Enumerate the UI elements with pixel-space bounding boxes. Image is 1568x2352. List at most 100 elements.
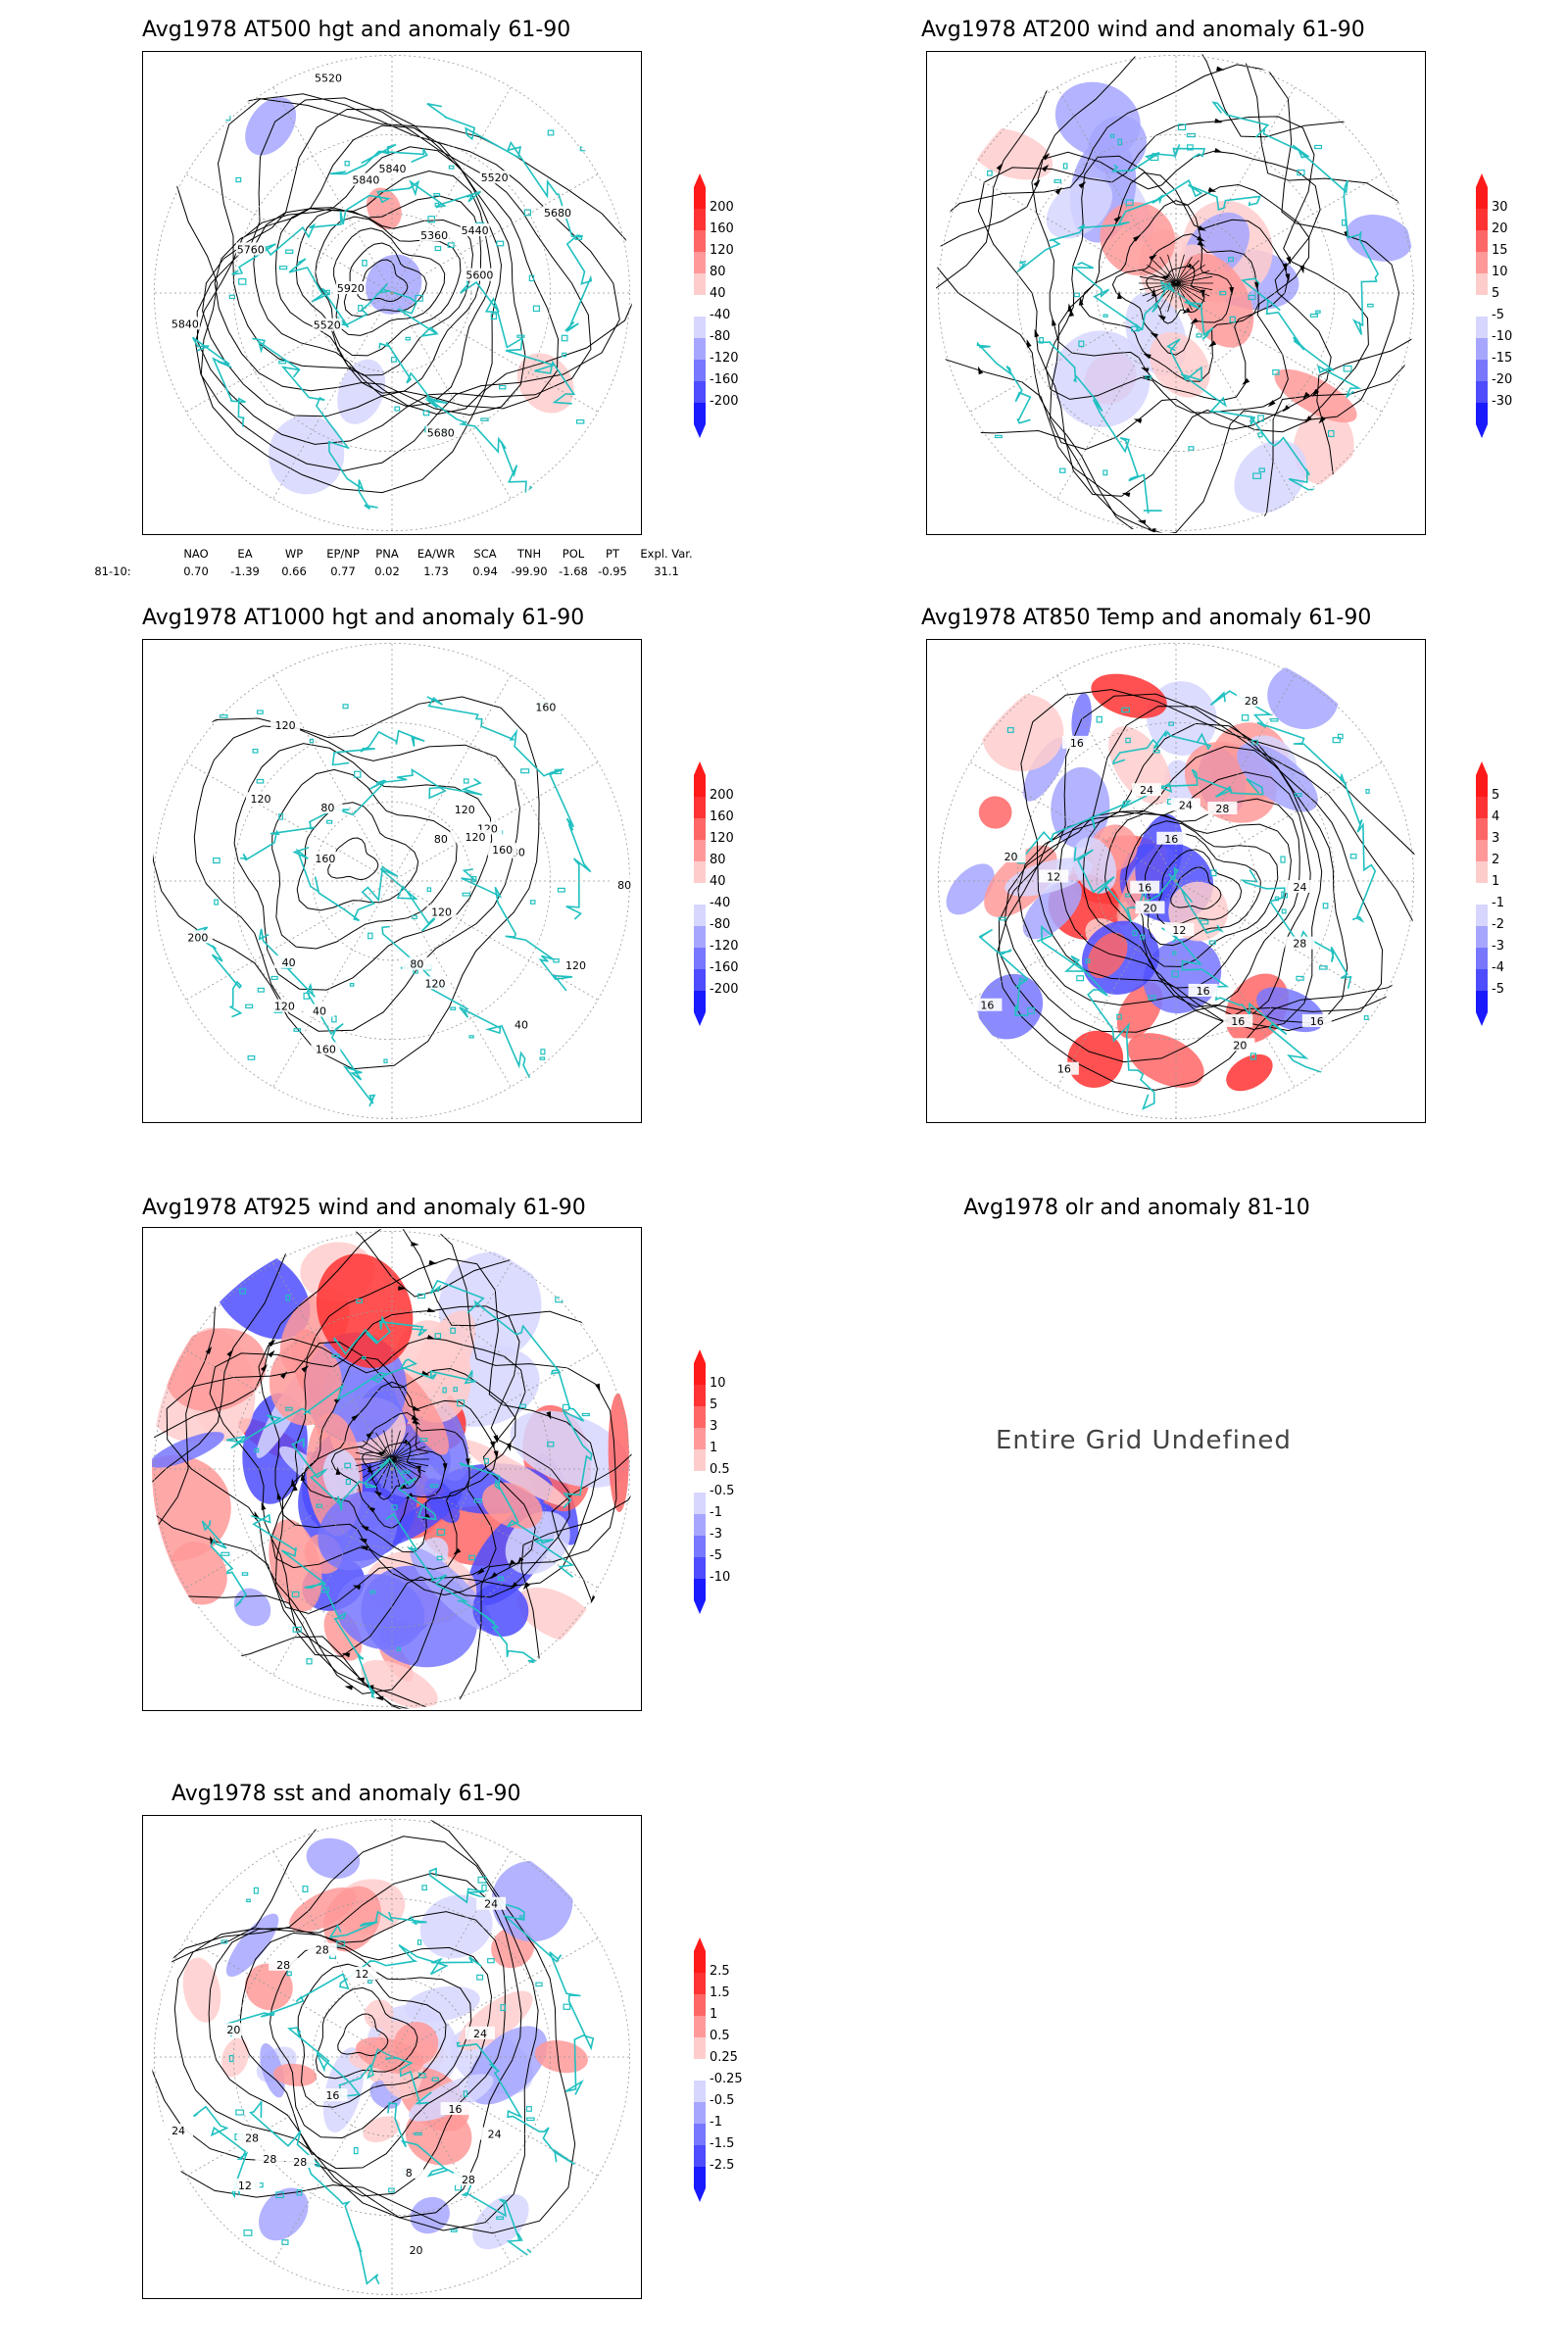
- coastline: [1211, 101, 1380, 335]
- island: [1314, 144, 1323, 150]
- latitude-circle: [154, 55, 630, 531]
- streamline-arrow: [1148, 527, 1156, 533]
- coastline: [1240, 868, 1352, 989]
- anomaly-shading: [410, 2196, 450, 2234]
- contour-label-bg: [245, 792, 275, 806]
- island: [1116, 1013, 1122, 1020]
- contour-label: 8: [406, 2167, 413, 2180]
- map-content: [936, 53, 1416, 533]
- streamline-arrow: [344, 1685, 354, 1690]
- island: [414, 2132, 422, 2136]
- coastline: [978, 928, 1029, 1016]
- streamline: [1175, 264, 1205, 284]
- coastline: [239, 768, 483, 861]
- streamline-arrow: [1197, 235, 1205, 242]
- island: [291, 1591, 300, 1598]
- streamline-arrow: [260, 1364, 268, 1372]
- island: [1367, 303, 1374, 308]
- streamline-arrow: [359, 1538, 368, 1544]
- colorbar-tick-label: -120: [710, 939, 739, 954]
- colorbar-segment: [1476, 381, 1488, 403]
- teleconnection-values: 81-10: 0.70 -1.39 0.66 0.77 0.02 1.73 0.94 -99.9…: [93, 564, 740, 580]
- island: [1177, 123, 1187, 131]
- panel-title-at200: Avg1978 AT200 wind and anomaly 61-90: [921, 18, 1365, 42]
- streamline-arrow: [1415, 178, 1416, 188]
- anomaly-shading: [1091, 673, 1167, 718]
- teleconnection-row-label: 81-10:: [94, 564, 131, 578]
- contour-line: [295, 209, 474, 376]
- colorbar-segment: [694, 1449, 706, 1471]
- island: [487, 1958, 495, 1964]
- streamline-arrow: [1157, 315, 1166, 321]
- contour-label: 80: [434, 833, 448, 846]
- contour-label-bg: [450, 803, 480, 816]
- streamline: [383, 1430, 393, 1460]
- island: [476, 1974, 484, 1981]
- streamline: [375, 1432, 393, 1460]
- island: [535, 1982, 543, 1987]
- colorbar-tick-label: 0.5: [710, 1462, 730, 1477]
- streamline-arrow: [1198, 225, 1206, 231]
- contour-label: 16: [1057, 1063, 1071, 1076]
- contour-label-bg: [273, 955, 304, 968]
- colorbar-segment: [694, 403, 706, 424]
- anomaly-shading: [1293, 409, 1354, 485]
- meridian-line: [1175, 760, 1385, 882]
- colorbar-segment: [694, 381, 706, 403]
- meridian-line: [183, 880, 393, 1002]
- coastline: [429, 1279, 593, 1509]
- streamline-arrow: [977, 366, 984, 375]
- streamline-arrow: [300, 1472, 306, 1482]
- contour-label-bg: [401, 2243, 431, 2257]
- island: [320, 1587, 329, 1593]
- streamline-arrow: [366, 1432, 374, 1439]
- map-content: [152, 1817, 595, 2285]
- colorbar-tick-label: -1.5: [710, 2136, 735, 2151]
- streamline-arrow: [335, 1466, 341, 1475]
- contour-line: [315, 216, 462, 357]
- streamline-arrow: [1214, 148, 1223, 153]
- island: [540, 1049, 546, 1055]
- streamline-arrow: [546, 1411, 552, 1420]
- island: [450, 1006, 457, 1010]
- island: [573, 1298, 583, 1306]
- contour-label-bg: [351, 172, 381, 186]
- island: [1076, 975, 1085, 982]
- panel-title-sst: Avg1978 sst and anomaly 61-90: [172, 1782, 521, 1806]
- island: [1294, 793, 1302, 798]
- island: [1281, 891, 1288, 899]
- meridian-line: [1175, 672, 1297, 882]
- coastline: [226, 1358, 476, 1449]
- coastline: [1161, 927, 1327, 1088]
- contour-label: 5360: [420, 229, 448, 242]
- streamline: [391, 1458, 421, 1479]
- contour-label: 16: [1138, 882, 1152, 895]
- streamline: [1167, 282, 1177, 313]
- colorbar-top-arrow: [694, 173, 706, 187]
- meridian-line: [1055, 292, 1177, 502]
- coastline: [201, 1520, 248, 1607]
- island: [252, 748, 259, 754]
- coastline: [1111, 729, 1212, 765]
- island: [1200, 919, 1209, 925]
- coastline: [329, 143, 428, 175]
- island: [309, 738, 315, 744]
- meridian-line: [391, 880, 513, 1090]
- streamline-arrow: [361, 1525, 369, 1532]
- undefined-grid-message: Entire Grid Undefined: [996, 1426, 1292, 1455]
- streamline-arrow: [1302, 391, 1310, 400]
- contour-label: 28: [276, 1959, 290, 1972]
- streamline: [936, 64, 1400, 533]
- contour-label: 28: [316, 1944, 329, 1957]
- island: [1280, 856, 1286, 863]
- island: [1152, 749, 1160, 754]
- island: [1228, 257, 1234, 263]
- colorbar-segment: [694, 1514, 706, 1536]
- contour-label-bg: [1236, 693, 1266, 707]
- anomaly-shading: [978, 796, 1012, 829]
- meridian-line: [183, 1348, 393, 1470]
- contour-label-bg: [479, 2127, 510, 2140]
- anomaly-shading: [978, 973, 1044, 1040]
- island: [433, 193, 441, 197]
- streamline-arrow: [351, 1414, 360, 1421]
